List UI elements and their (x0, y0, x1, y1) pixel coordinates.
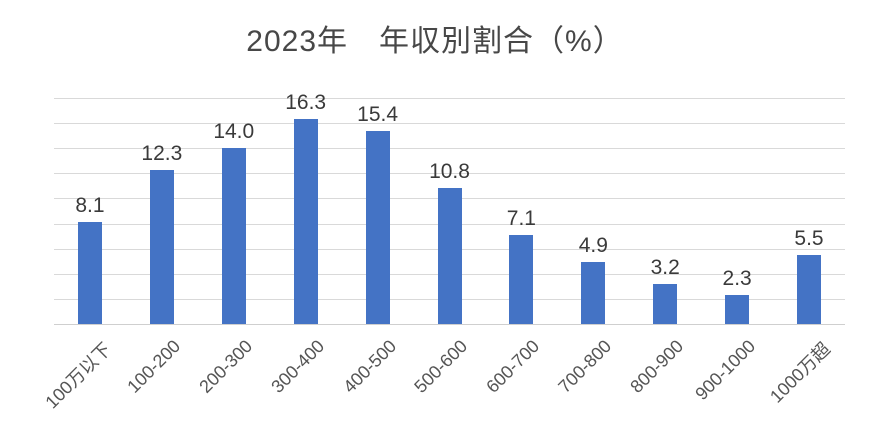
x-axis-label: 600-700 (482, 336, 544, 397)
gridline (54, 173, 845, 175)
bar-100万以下 (77, 222, 102, 324)
bar-500-600 (437, 188, 462, 324)
x-axis-label: 800-900 (626, 336, 688, 397)
bar-400-500 (365, 130, 390, 324)
bar-200-300 (221, 148, 246, 324)
x-axis-label: 200-300 (195, 336, 256, 397)
x-axis-label: 900-1000 (691, 336, 760, 404)
bar-1000万超 (797, 254, 822, 324)
x-axis-label: 100-200 (123, 336, 185, 397)
x-axis-label: 1000万超 (766, 338, 835, 407)
gridline (54, 98, 845, 99)
data-label: 10.8 (429, 160, 470, 184)
bar-700-800 (581, 262, 606, 324)
x-axis-label: 700-800 (554, 336, 616, 397)
data-label: 8.1 (75, 194, 105, 218)
bar-600-700 (509, 234, 534, 324)
data-label: 2.3 (722, 267, 752, 291)
x-axis-label: 300-400 (266, 336, 328, 397)
gridline (54, 148, 845, 150)
data-label: 3.2 (650, 255, 680, 279)
bar-900-1000 (725, 295, 750, 324)
x-axis-label: 100万以下 (41, 338, 115, 413)
data-label: 4.9 (578, 234, 608, 258)
chart-title: 2023年 年収別割合（%） (246, 25, 624, 58)
data-label: 5.5 (794, 226, 824, 250)
x-axis-label: 500-600 (410, 336, 472, 397)
bar-800-900 (653, 283, 678, 324)
data-label: 15.4 (357, 102, 399, 126)
data-label: 12.3 (141, 141, 183, 165)
data-label: 7.1 (506, 206, 536, 230)
data-label: 14.0 (213, 120, 255, 144)
x-axis-label: 400-500 (338, 336, 400, 397)
bar-300-400 (293, 119, 318, 324)
data-label: 16.3 (285, 91, 327, 115)
x-axis-line (54, 324, 845, 325)
gridline (54, 123, 845, 125)
bar-100-200 (149, 169, 174, 324)
